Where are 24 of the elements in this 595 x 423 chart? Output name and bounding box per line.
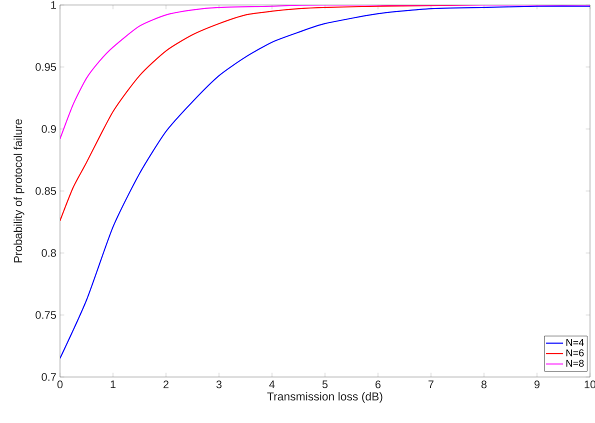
- y-tick-label: 1: [51, 1, 56, 9]
- x-tick-label: 8: [481, 380, 487, 388]
- y-axis-title: Probability of protocol failure: [14, 119, 24, 262]
- x-tick-label: 0: [57, 380, 63, 388]
- legend-label: N=6: [566, 349, 584, 356]
- x-tick-label: 2: [164, 380, 168, 388]
- y-tick-label: 0.9: [42, 125, 56, 133]
- x-tick-label: 1: [110, 380, 116, 388]
- line-series: [60, 6, 590, 359]
- legend-label: N=8: [566, 360, 584, 367]
- x-tick-label: 7: [428, 380, 434, 388]
- x-tick-label: 5: [322, 380, 328, 388]
- y-tick-label: 0.7: [42, 373, 56, 381]
- x-tick-label: 4: [269, 380, 275, 388]
- x-tick-label: 6: [376, 380, 381, 388]
- x-tick-label: 3: [216, 380, 222, 388]
- y-tick-label: 0.75: [36, 311, 56, 319]
- y-tick-label: 0.8: [42, 249, 56, 257]
- y-tick-label: 0.95: [36, 63, 56, 71]
- x-tick-label: 9: [534, 380, 540, 388]
- y-tick-label: 0.85: [36, 187, 56, 195]
- x-axis-title: Transmission loss (dB): [267, 392, 382, 403]
- legend-label: N=4: [566, 339, 584, 346]
- line-series: [60, 4, 590, 140]
